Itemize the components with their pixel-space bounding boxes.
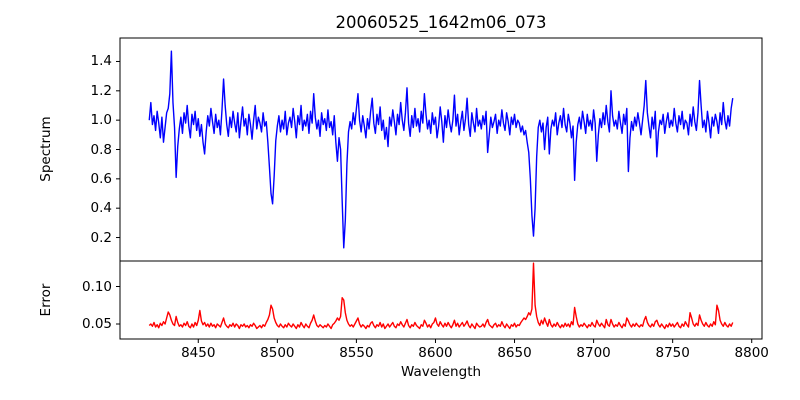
x-tick-label: 8500	[260, 345, 295, 361]
error-axes-frame	[119, 260, 763, 340]
spectrum-y-tick-label: 0.6	[90, 170, 112, 187]
spectrum-y-tick-label: 1.2	[90, 82, 112, 99]
error-y-tick-label: 0.10	[81, 278, 112, 295]
x-tick-label: 8600	[418, 345, 453, 361]
spectrum-y-tick-label: 1.0	[90, 112, 112, 129]
x-tick-label: 8750	[655, 345, 690, 361]
x-tick-label: 8550	[339, 345, 374, 361]
error-line	[148, 262, 734, 330]
spectrum-y-tick-label: 1.4	[90, 53, 112, 70]
x-tick-label: 8450	[181, 345, 216, 361]
error-y-tick-label: 0.05	[81, 316, 112, 332]
x-tick-label: 8800	[734, 345, 769, 361]
spectrum-y-tick-label: 0.8	[90, 141, 112, 158]
spectrum-y-tick-label: 0.4	[90, 200, 112, 217]
x-axis-label: Wavelength	[400, 364, 482, 380]
x-tick-label: 8650	[497, 345, 532, 361]
spectrum-axes-frame	[119, 37, 763, 262]
spectrum-line	[148, 50, 734, 249]
spectrum-y-tick-label: 0.2	[90, 229, 112, 246]
chart-title: 20060525_1642m06_073	[335, 13, 547, 32]
x-tick-label: 8700	[576, 345, 611, 361]
